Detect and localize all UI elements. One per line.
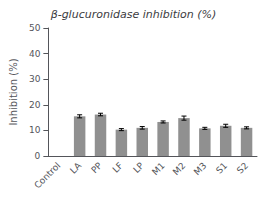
svg-text:M1: M1 [150,160,167,177]
svg-text:S2: S2 [235,160,250,175]
svg-text:40: 40 [29,49,41,59]
svg-text:LF: LF [111,160,125,174]
svg-text:Control: Control [32,160,62,190]
svg-text:S1: S1 [214,160,229,175]
svg-text:10: 10 [29,125,41,135]
svg-text:LA: LA [68,160,84,176]
svg-text:PP: PP [89,160,104,175]
svg-text:Inhibition (%): Inhibition (%) [8,58,19,125]
svg-text:50: 50 [29,23,41,33]
svg-text:30: 30 [29,74,41,84]
svg-text:0: 0 [35,151,41,161]
svg-text:M3: M3 [192,160,209,177]
svg-text:20: 20 [29,100,41,110]
svg-text:LP: LP [131,160,146,175]
svg-text:M2: M2 [171,160,188,177]
svg-text:β-glucuronidase inhibition (%): β-glucuronidase inhibition (%) [50,8,217,21]
